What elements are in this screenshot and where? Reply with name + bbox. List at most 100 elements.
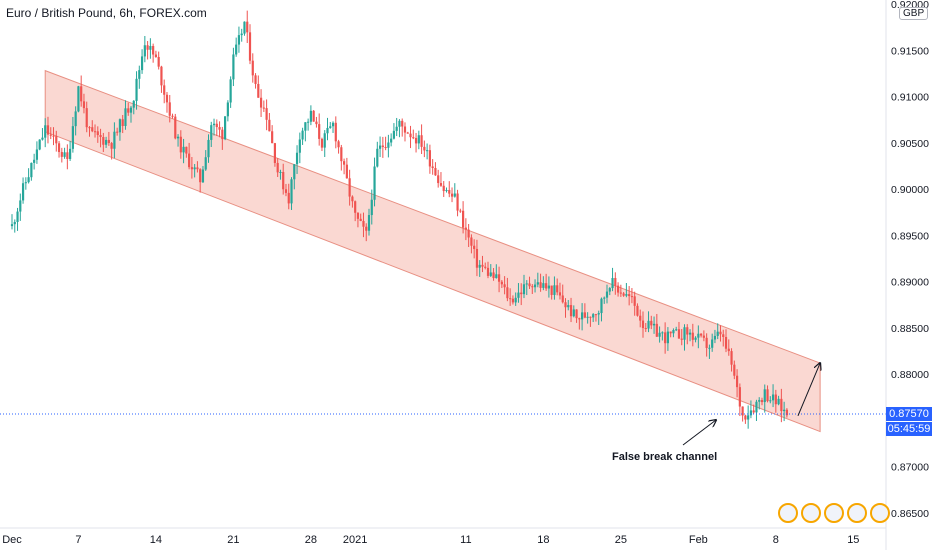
candle bbox=[373, 157, 376, 207]
candle bbox=[771, 384, 775, 408]
candle bbox=[16, 207, 19, 231]
y-tick-label: 0.88000 bbox=[891, 369, 929, 381]
candle bbox=[273, 142, 277, 167]
candle bbox=[683, 324, 686, 351]
candle bbox=[520, 283, 523, 306]
candle bbox=[99, 128, 102, 148]
candle bbox=[522, 274, 526, 299]
event-icon[interactable] bbox=[847, 503, 867, 523]
event-icon[interactable] bbox=[824, 503, 844, 523]
candle bbox=[334, 116, 337, 149]
currency-badge[interactable]: GBP bbox=[899, 7, 929, 20]
candle bbox=[688, 329, 692, 342]
candle bbox=[417, 130, 420, 150]
bar-countdown-badge: 05:45:59 bbox=[886, 421, 932, 436]
candle bbox=[33, 153, 36, 170]
candle bbox=[744, 414, 747, 424]
false-break-arrow[interactable] bbox=[682, 420, 716, 446]
candle bbox=[558, 282, 562, 300]
projection-arrow[interactable] bbox=[797, 363, 820, 417]
candle bbox=[157, 51, 160, 70]
candle bbox=[766, 385, 769, 403]
candle bbox=[589, 316, 592, 327]
candle bbox=[193, 163, 196, 178]
candle bbox=[489, 264, 492, 278]
candle bbox=[318, 113, 321, 146]
candle bbox=[450, 187, 454, 203]
time-axis[interactable]: Dec 7 14 21 28 2021 11 18 25 Feb 8 15 bbox=[2, 534, 859, 546]
candle bbox=[484, 262, 487, 270]
candle bbox=[93, 124, 97, 138]
candle bbox=[223, 116, 227, 141]
candle bbox=[171, 113, 174, 119]
candle bbox=[614, 272, 617, 295]
candle bbox=[697, 325, 700, 349]
candle bbox=[456, 189, 459, 217]
x-tick-label: 15 bbox=[847, 534, 859, 546]
candle bbox=[724, 329, 728, 353]
candle bbox=[691, 323, 694, 347]
candle bbox=[19, 193, 22, 221]
candle bbox=[470, 234, 473, 254]
candle bbox=[503, 276, 506, 295]
candle bbox=[420, 124, 423, 155]
candle bbox=[282, 163, 285, 195]
candle bbox=[309, 105, 312, 126]
candle bbox=[279, 169, 282, 180]
x-tick-label: 28 bbox=[305, 534, 317, 546]
candle bbox=[246, 10, 249, 44]
candle bbox=[735, 369, 739, 398]
candle bbox=[622, 291, 625, 297]
false-break-annotation[interactable]: False break channel bbox=[612, 451, 718, 463]
candle bbox=[633, 291, 636, 316]
candle bbox=[752, 404, 755, 414]
x-tick-label: 25 bbox=[615, 534, 627, 546]
candle bbox=[116, 127, 119, 136]
candle bbox=[553, 276, 556, 300]
candle bbox=[204, 150, 207, 171]
candle bbox=[769, 396, 772, 404]
descending-channel[interactable] bbox=[44, 69, 821, 433]
candle bbox=[605, 284, 609, 304]
event-icon[interactable] bbox=[801, 503, 821, 523]
candle bbox=[639, 309, 642, 328]
y-tick-label: 0.90500 bbox=[891, 138, 929, 150]
candle bbox=[774, 389, 777, 413]
candle bbox=[91, 120, 94, 133]
candle bbox=[680, 329, 683, 346]
candle bbox=[652, 316, 656, 334]
x-tick-label: 11 bbox=[460, 534, 471, 546]
candle bbox=[550, 285, 553, 300]
candle bbox=[329, 122, 332, 129]
candle bbox=[533, 279, 537, 293]
candle bbox=[569, 297, 573, 323]
y-tick-label: 0.86500 bbox=[891, 508, 929, 520]
y-tick-label: 0.89000 bbox=[891, 277, 929, 289]
candle bbox=[74, 106, 77, 136]
candle bbox=[298, 132, 301, 164]
candle bbox=[146, 41, 149, 60]
price-axis[interactable]: 0.92000 0.91500 0.91000 0.90500 0.90000 0.895… bbox=[891, 0, 929, 520]
candle bbox=[686, 324, 689, 345]
event-icon[interactable] bbox=[870, 503, 890, 523]
economic-events[interactable] bbox=[778, 503, 890, 523]
candle bbox=[641, 311, 645, 338]
candle bbox=[237, 26, 241, 53]
candle bbox=[295, 145, 299, 174]
candle bbox=[719, 325, 722, 342]
candle bbox=[85, 101, 88, 133]
candle bbox=[276, 158, 279, 178]
y-tick-label: 0.91000 bbox=[891, 92, 929, 104]
candle bbox=[387, 134, 390, 158]
candle bbox=[215, 119, 218, 137]
candle bbox=[409, 125, 412, 149]
channel-body[interactable] bbox=[44, 69, 821, 433]
candle bbox=[307, 118, 310, 131]
candle bbox=[514, 292, 517, 306]
candle bbox=[578, 317, 581, 330]
candle bbox=[453, 183, 456, 198]
candle bbox=[312, 110, 315, 122]
x-tick-label: 18 bbox=[537, 534, 549, 546]
event-icon[interactable] bbox=[778, 503, 798, 523]
